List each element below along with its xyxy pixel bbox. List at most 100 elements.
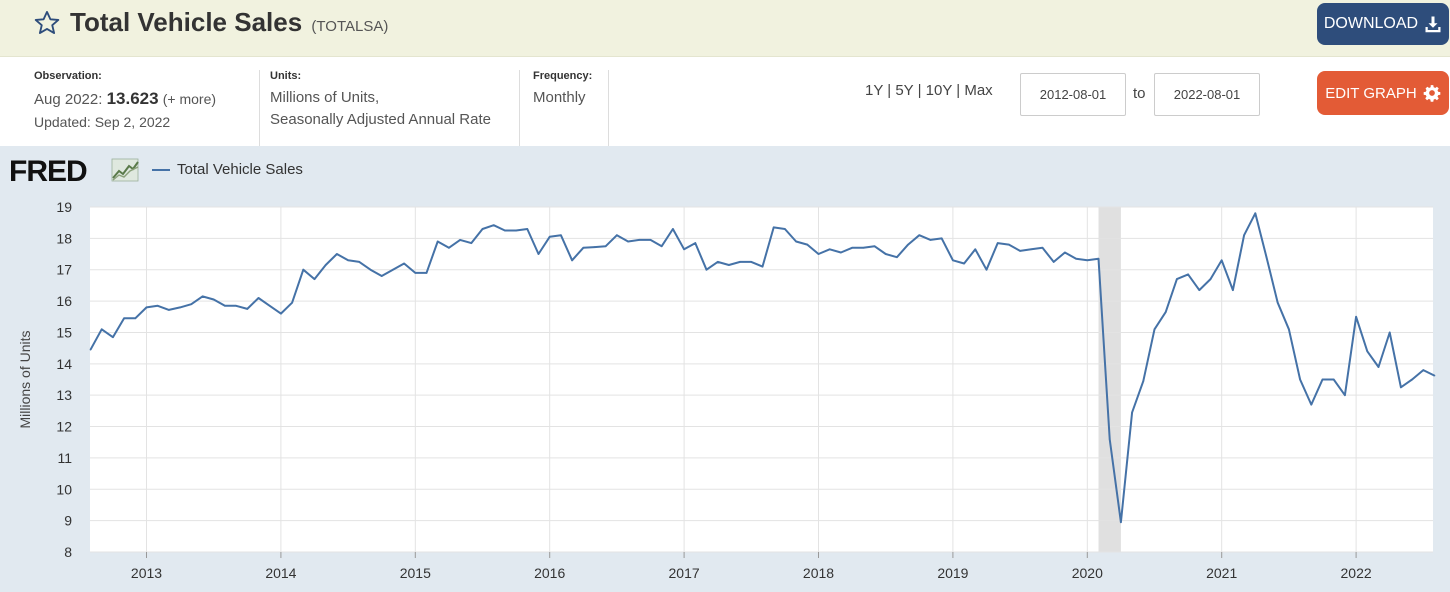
start-date-input[interactable]: 2012-08-01 bbox=[1020, 73, 1126, 116]
data-point bbox=[683, 248, 685, 251]
divider bbox=[519, 70, 520, 146]
data-point bbox=[593, 246, 596, 248]
data-point bbox=[828, 248, 831, 251]
data-point bbox=[425, 272, 428, 274]
data-point bbox=[862, 247, 865, 249]
data-point bbox=[1355, 316, 1357, 318]
data-point bbox=[190, 303, 193, 306]
data-point bbox=[369, 268, 372, 271]
range-1y-button[interactable]: 1Y bbox=[865, 82, 884, 99]
data-point bbox=[224, 305, 226, 307]
data-point bbox=[627, 240, 629, 243]
x-tick-label: 2016 bbox=[534, 565, 565, 581]
data-point bbox=[660, 245, 663, 247]
data-point bbox=[156, 305, 159, 307]
data-point bbox=[134, 317, 137, 320]
chart-legend: Total Vehicle Sales bbox=[152, 161, 303, 178]
data-point bbox=[1388, 331, 1391, 334]
y-tick-label: 14 bbox=[56, 356, 72, 372]
x-tick-label: 2021 bbox=[1206, 565, 1237, 581]
data-point bbox=[1153, 328, 1156, 331]
data-point bbox=[179, 306, 181, 309]
data-point bbox=[145, 306, 148, 309]
edit-graph-button[interactable]: EDIT GRAPH bbox=[1317, 71, 1449, 115]
data-point bbox=[1198, 289, 1201, 291]
range-separator: | bbox=[956, 82, 961, 99]
observation-value: 13.623 bbox=[106, 88, 159, 108]
data-point bbox=[492, 224, 495, 226]
data-point bbox=[280, 312, 282, 315]
units-label: Units: bbox=[270, 70, 302, 82]
download-label: DOWNLOAD bbox=[1323, 15, 1419, 32]
data-point bbox=[772, 226, 775, 229]
data-point bbox=[515, 229, 517, 232]
data-point bbox=[470, 242, 473, 244]
series-id: (TOTALSA) bbox=[311, 18, 389, 35]
divider bbox=[259, 70, 260, 146]
range-5y-button[interactable]: 5Y bbox=[895, 82, 914, 99]
data-point bbox=[347, 259, 349, 262]
data-point bbox=[560, 234, 562, 236]
data-point bbox=[1052, 261, 1055, 263]
data-point bbox=[784, 228, 786, 230]
data-point bbox=[100, 328, 103, 331]
data-point bbox=[481, 228, 484, 230]
data-point bbox=[1097, 257, 1100, 260]
download-icon bbox=[1425, 16, 1441, 33]
legend-label: Total Vehicle Sales bbox=[177, 161, 303, 178]
x-tick-label: 2015 bbox=[400, 565, 431, 581]
star-icon[interactable] bbox=[33, 9, 61, 37]
y-tick-label: 13 bbox=[56, 387, 72, 403]
data-point bbox=[1377, 366, 1380, 368]
y-tick-label: 8 bbox=[64, 544, 72, 560]
y-tick-label: 17 bbox=[56, 262, 72, 278]
legend-line-swatch bbox=[152, 168, 170, 171]
y-tick-label: 19 bbox=[56, 199, 72, 215]
data-point bbox=[672, 228, 674, 230]
y-tick-label: 16 bbox=[56, 293, 72, 309]
data-point bbox=[1220, 259, 1223, 262]
y-tick-label: 15 bbox=[56, 324, 72, 340]
end-date-input[interactable]: 2022-08-01 bbox=[1154, 73, 1260, 116]
data-point bbox=[1411, 378, 1413, 381]
data-point bbox=[1243, 234, 1245, 236]
x-tick-label: 2018 bbox=[803, 565, 834, 581]
observation-more-link[interactable]: (+ more) bbox=[162, 90, 217, 107]
data-point bbox=[548, 236, 551, 238]
data-point bbox=[638, 239, 641, 241]
data-point bbox=[336, 253, 338, 255]
x-tick-label: 2019 bbox=[937, 565, 968, 581]
data-point bbox=[291, 301, 293, 304]
data-point bbox=[380, 275, 383, 277]
range-max-button[interactable]: Max bbox=[964, 82, 993, 99]
data-point bbox=[313, 278, 316, 280]
data-point bbox=[1019, 250, 1021, 252]
data-point bbox=[705, 268, 708, 271]
data-point bbox=[1075, 257, 1077, 260]
data-point bbox=[571, 259, 573, 262]
download-button[interactable]: DOWNLOAD bbox=[1317, 3, 1449, 45]
data-point bbox=[268, 305, 271, 307]
title-bar: Total Vehicle Sales (TOTALSA) DOWNLOAD bbox=[0, 0, 1450, 57]
data-point bbox=[873, 245, 876, 247]
observation-label: Observation: bbox=[34, 70, 102, 82]
data-point bbox=[112, 336, 114, 339]
data-point bbox=[884, 253, 887, 255]
data-point bbox=[235, 305, 237, 307]
frequency-value: Monthly bbox=[533, 88, 586, 106]
data-point bbox=[649, 239, 652, 241]
recession-shade bbox=[1098, 207, 1121, 552]
data-point bbox=[616, 234, 618, 236]
units-line-1: Millions of Units, bbox=[270, 88, 380, 106]
units-line-2: Seasonally Adjusted Annual Rate bbox=[270, 110, 491, 128]
y-tick-label: 18 bbox=[56, 230, 72, 246]
data-point bbox=[1209, 278, 1212, 280]
data-point bbox=[392, 268, 394, 271]
data-point bbox=[1288, 328, 1290, 331]
observation-line: Aug 2022: 13.623 (+ more) bbox=[34, 87, 216, 112]
data-point bbox=[1332, 378, 1335, 381]
data-point bbox=[1120, 521, 1122, 523]
data-point bbox=[257, 297, 260, 299]
data-point bbox=[1064, 251, 1066, 254]
range-10y-button[interactable]: 10Y bbox=[925, 82, 953, 99]
